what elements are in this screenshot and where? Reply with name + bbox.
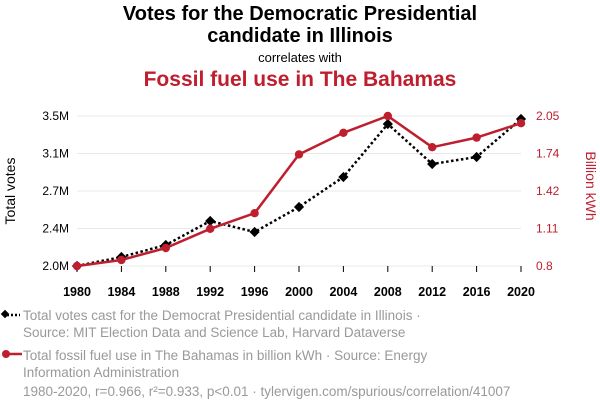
y-left-tick-label: 2.0M — [42, 259, 69, 273]
chart-title-line1: Votes for the Democratic Presidential — [122, 3, 478, 25]
series-fuel-point — [206, 224, 215, 233]
series-votes-point — [382, 118, 393, 130]
y-right-tick-label: 1.74 — [536, 147, 560, 161]
series-fuel-point — [472, 133, 481, 142]
y-left-tick-label: 3.5M — [42, 109, 69, 123]
x-tick-label: 1992 — [196, 285, 224, 299]
y-left-axis-label: Total votes — [2, 158, 18, 225]
y-left-tick-label: 2.4M — [42, 222, 69, 236]
y-right-tick-label: 1.42 — [536, 184, 560, 198]
series-votes-point — [249, 226, 260, 238]
x-tick-label: 2004 — [329, 285, 357, 299]
legend-fuel-line2: Information Administration — [23, 365, 180, 380]
y-right-tick-label: 2.05 — [536, 109, 560, 123]
chart-title-line2: candidate in Illinois — [207, 25, 393, 47]
series-fuel-point — [294, 150, 304, 159]
x-tick-label: 1980 — [63, 285, 91, 299]
x-tick-label: 2016 — [463, 285, 491, 299]
footer-stats: 1980-2020, r=0.966, r²=0.933, p<0.01 · t… — [23, 384, 511, 399]
legend-fuel-swatch — [2, 350, 22, 358]
series-fuel-point — [428, 143, 437, 152]
legend-fuel-line1: Total fossil fuel use in The Bahamas in … — [23, 348, 428, 363]
correlates-label: correlates with — [258, 50, 342, 65]
x-tick-label: 1988 — [152, 285, 180, 299]
series-fuel-point — [383, 111, 392, 121]
series-votes-line — [76, 118, 522, 268]
legend-votes-swatch — [0, 309, 20, 319]
y-right-tick-label: 0.8 — [536, 259, 553, 273]
series-fuel-point — [117, 255, 126, 265]
x-tick-label: 2008 — [374, 285, 402, 299]
series-fuel-point — [72, 261, 82, 271]
series-fuel-point — [516, 119, 526, 128]
series-fuel-point — [339, 128, 348, 137]
x-tick-label: 2012 — [418, 285, 446, 299]
series-fuel-point — [161, 243, 170, 253]
legend-votes-line1: Total votes cast for the Democrat Presid… — [23, 308, 421, 323]
y-left-tick-label: 2.7M — [42, 184, 69, 198]
x-tick-label: 1996 — [241, 285, 269, 299]
x-tick-label: 1984 — [107, 285, 135, 299]
x-tick-label: 2000 — [285, 285, 313, 299]
y-right-tick-label: 1.11 — [536, 222, 559, 236]
chart-title-2: Fossil fuel use in The Bahamas — [143, 68, 457, 91]
x-tick-label: 2020 — [507, 285, 535, 299]
y-right-axis-label: Billion kWh — [583, 151, 599, 220]
series-fuel-point — [250, 209, 259, 218]
legend-votes-line2: Source: MIT Election Data and Science La… — [23, 325, 406, 340]
series-votes-point — [205, 215, 216, 227]
y-left-tick-label: 3.1M — [42, 147, 69, 161]
series-votes-point — [293, 201, 305, 213]
